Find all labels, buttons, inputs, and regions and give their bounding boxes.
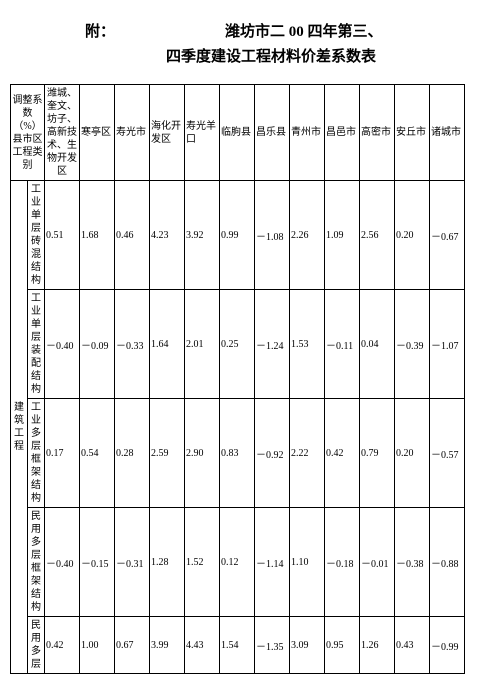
region-11: 诸城市 (430, 85, 465, 181)
category-group: 建筑工程 (11, 181, 28, 674)
region-1: 寒亭区 (80, 85, 115, 181)
table-row: 工业多层框架结构 0.17 0.54 0.28 2.59 2.90 0.83 －… (11, 399, 465, 508)
cell: 2.22 (290, 399, 325, 508)
region-7: 青州市 (290, 85, 325, 181)
cell: 2.59 (150, 399, 185, 508)
cell: 0.54 (80, 399, 115, 508)
cell: 1.26 (360, 617, 395, 674)
cell: 1.00 (80, 617, 115, 674)
row-label: 工业多层框架结构 (28, 399, 45, 508)
cell: －0.40 (45, 290, 80, 399)
region-6: 昌乐县 (255, 85, 290, 181)
cell: －1.24 (255, 290, 290, 399)
cell: 4.23 (150, 181, 185, 290)
cell: 2.01 (185, 290, 220, 399)
cell: －0.11 (325, 290, 360, 399)
cell: －0.67 (430, 181, 465, 290)
cell: 1.28 (150, 508, 185, 617)
cell: 1.64 (150, 290, 185, 399)
cell: 0.46 (115, 181, 150, 290)
cell: 0.28 (115, 399, 150, 508)
cell: －0.18 (325, 508, 360, 617)
cell: －0.57 (430, 399, 465, 508)
cell: －0.88 (430, 508, 465, 617)
cell: 0.12 (220, 508, 255, 617)
table-row: 建筑工程 工业单层砖混结构 0.51 1.68 0.46 4.23 3.92 0… (11, 181, 465, 290)
row-label: 民用多层框架结构 (28, 508, 45, 617)
row-label: 民用多层 (28, 617, 45, 674)
cell: 3.92 (185, 181, 220, 290)
region-2: 寿光市 (115, 85, 150, 181)
cell: 1.54 (220, 617, 255, 674)
cell: 3.09 (290, 617, 325, 674)
region-10: 安丘市 (395, 85, 430, 181)
cell: 0.25 (220, 290, 255, 399)
cell: －0.92 (255, 399, 290, 508)
cell: 1.10 (290, 508, 325, 617)
row-label: 工业单层砖混结构 (28, 181, 45, 290)
row-label: 工业单层装配结构 (28, 290, 45, 399)
title-line2: 四季度建设工程材料价差系数表 (50, 45, 492, 66)
cell: 2.26 (290, 181, 325, 290)
region-3: 海化开发区 (150, 85, 185, 181)
cell: 0.17 (45, 399, 80, 508)
cell: －0.15 (80, 508, 115, 617)
cell: －0.99 (430, 617, 465, 674)
cell: －1.35 (255, 617, 290, 674)
cell: 0.95 (325, 617, 360, 674)
cell: －0.39 (395, 290, 430, 399)
cell: 2.90 (185, 399, 220, 508)
cell: －1.08 (255, 181, 290, 290)
prefix: 附： (85, 24, 115, 40)
cell: 4.43 (185, 617, 220, 674)
cell: －0.09 (80, 290, 115, 399)
cell: －0.31 (115, 508, 150, 617)
cell: 0.83 (220, 399, 255, 508)
price-table: 调整系数（%）县市区工程类别 潍城、奎文、坊子、高新技术、生物开发区 寒亭区 寿… (10, 84, 465, 674)
header-col1: 调整系数（%）县市区工程类别 (11, 85, 45, 181)
cell: 3.99 (150, 617, 185, 674)
cell: 1.53 (290, 290, 325, 399)
cell: 0.20 (395, 399, 430, 508)
cell: 2.56 (360, 181, 395, 290)
cell: 0.20 (395, 181, 430, 290)
cell: －1.14 (255, 508, 290, 617)
cell: 0.42 (325, 399, 360, 508)
region-4: 寿光羊口 (185, 85, 220, 181)
table-row: 民用多层 0.42 1.00 0.67 3.99 4.43 1.54 －1.35… (11, 617, 465, 674)
cell: 0.43 (395, 617, 430, 674)
region-0: 潍城、奎文、坊子、高新技术、生物开发区 (45, 85, 80, 181)
cell: －0.01 (360, 508, 395, 617)
cell: 0.04 (360, 290, 395, 399)
cell: －0.38 (395, 508, 430, 617)
cell: 0.99 (220, 181, 255, 290)
cell: －0.33 (115, 290, 150, 399)
cell: 0.67 (115, 617, 150, 674)
cell: 1.68 (80, 181, 115, 290)
region-5: 临朐县 (220, 85, 255, 181)
cell: －0.40 (45, 508, 80, 617)
table-row: 工业单层装配结构 －0.40 －0.09 －0.33 1.64 2.01 0.2… (11, 290, 465, 399)
region-9: 高密市 (360, 85, 395, 181)
cell: 1.09 (325, 181, 360, 290)
title-line1: 附： 潍坊市二 00 四年第三、 (85, 20, 492, 41)
cell: －1.07 (430, 290, 465, 399)
cell: 0.42 (45, 617, 80, 674)
cell: 0.79 (360, 399, 395, 508)
cell: 1.52 (185, 508, 220, 617)
table-row: 民用多层框架结构 －0.40 －0.15 －0.31 1.28 1.52 0.1… (11, 508, 465, 617)
title-part1: 潍坊市二 00 四年第三、 (225, 24, 383, 40)
region-8: 昌邑市 (325, 85, 360, 181)
cell: 0.51 (45, 181, 80, 290)
